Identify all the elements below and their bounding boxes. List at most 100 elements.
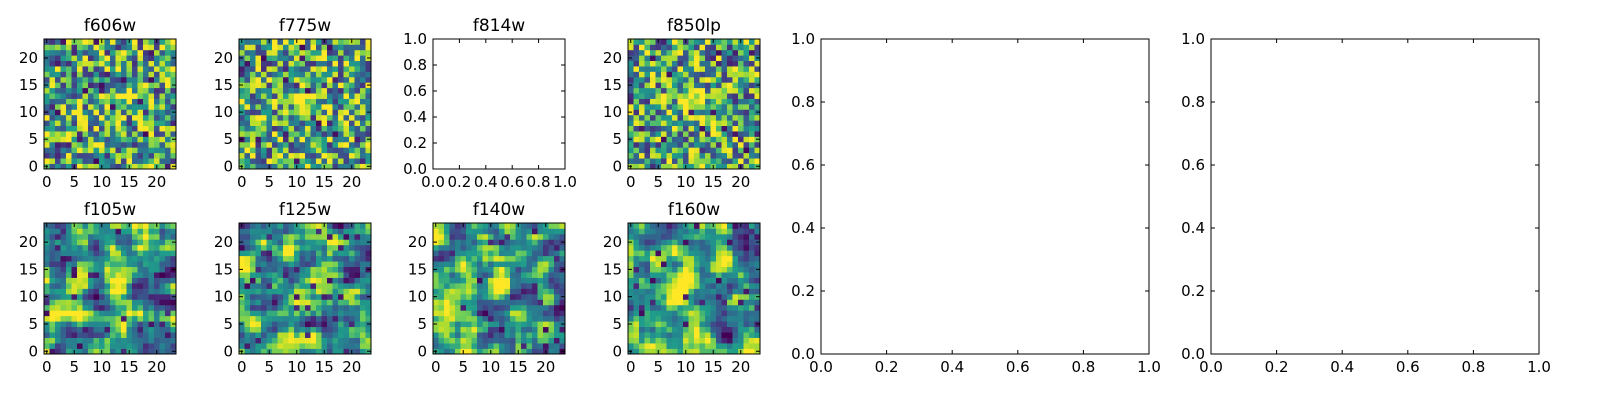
heatmap-cell [272,310,278,317]
heatmap-cell [82,293,89,300]
heatmap-cell [732,98,739,105]
heatmap-cell [526,299,533,306]
heatmap-cell [310,326,317,333]
heatmap-cell [77,228,83,235]
heatmap-cell [93,82,100,89]
heatmap-cell [321,266,328,273]
heatmap-cell [710,104,717,110]
heatmap-cell [115,76,122,83]
heatmap-cell [628,147,634,154]
heatmap-cell [132,93,138,99]
heatmap-cell [305,141,311,148]
heatmap-cell [694,315,700,322]
heatmap-cell [749,87,755,94]
heatmap-cell [471,337,478,344]
heatmap-cell [666,125,673,132]
heatmap-cell [332,343,339,349]
heatmap-cell [683,304,689,311]
heatmap-cell [288,114,295,121]
heatmap-cell [294,93,300,99]
heatmap-cell [99,109,105,116]
heatmap-cell [255,326,262,333]
heatmap-cell [688,141,695,148]
heatmap-cell [159,104,166,110]
heatmap-cell [82,71,89,78]
heatmap-cell [244,49,251,56]
heatmap-cell [327,315,333,322]
heatmap-cell [644,109,651,116]
heatmap-cell [650,60,656,67]
heatmap-cell [354,299,361,306]
heatmap-cell [672,93,678,99]
heatmap-cell [466,288,472,295]
heatmap-cell [705,55,711,62]
heatmap-cell [159,255,166,262]
heatmap-cell [332,348,339,355]
heatmap-cell [559,299,566,306]
heatmap-cell [283,55,289,62]
heatmap-cell [688,261,695,268]
heatmap-cell [633,82,640,89]
heatmap-cell [137,158,144,164]
heatmap-cell [754,343,761,349]
heatmap-cell [250,233,256,240]
y-tick-label: 0.0 [791,345,815,363]
heatmap-cell [732,44,739,51]
heatmap-cell [639,109,645,116]
heatmap-cell [55,272,61,278]
heatmap-cell [716,332,722,338]
heatmap-cell [121,332,127,338]
heatmap-cell [49,109,56,116]
heatmap-cell [115,109,122,116]
heatmap-cell [743,109,750,116]
heatmap-cell [143,299,149,306]
heatmap-cell [732,114,739,121]
heatmap-cell [44,326,50,333]
heatmap-cell [332,49,339,56]
heatmap-cell [738,147,744,154]
heatmap-cell [82,233,89,240]
heatmap-cell [705,299,711,306]
heatmap-cell [272,261,278,268]
heatmap-cell [738,76,744,83]
heatmap-cell [93,239,100,246]
heatmap-cell [332,315,339,322]
heatmap-cell [60,141,67,148]
heatmap-cell [272,82,278,89]
heatmap-cell [88,125,94,132]
heatmap-cell [455,261,461,268]
heatmap-cell [644,310,651,317]
heatmap-cell [165,250,171,257]
heatmap-cell [655,233,662,240]
heatmap-cell [727,277,733,284]
y-tick-label: 0 [612,157,622,175]
heatmap-cell [521,304,527,311]
heatmap-cell [338,82,344,89]
heatmap-cell [694,82,700,89]
heatmap-cell [327,49,333,56]
heatmap-cell [743,98,750,105]
heatmap-cell [321,82,328,89]
heatmap-cell [343,288,350,295]
heatmap-cell [360,104,366,110]
heatmap-cell [754,76,761,83]
heatmap-cell [721,98,728,105]
heatmap-cell [738,44,744,51]
heatmap-cell [433,337,439,344]
axes-frame [627,222,761,355]
heatmap-cell [261,114,267,121]
heatmap-cell [754,114,761,121]
heatmap-cell [283,288,289,295]
panel-title: f814w [473,16,525,36]
heatmap-cell [239,76,245,83]
y-tick-label: 0 [417,342,427,360]
heatmap-cell [148,337,155,344]
heatmap-cell [710,120,717,127]
heatmap-cell [82,277,89,284]
heatmap-cell [510,233,516,240]
heatmap-cell [504,283,511,289]
heatmap-cell [99,55,105,62]
heatmap-cell [360,304,366,311]
heatmap-cell [349,131,355,137]
heatmap-cell [332,120,339,127]
